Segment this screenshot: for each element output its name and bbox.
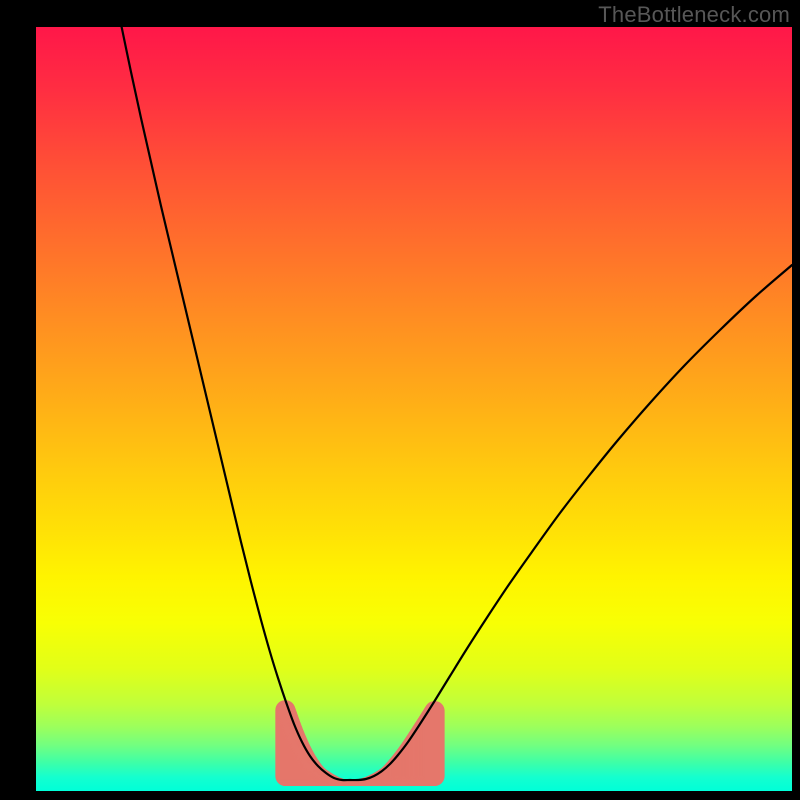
watermark-text: TheBottleneck.com — [598, 2, 790, 28]
bottleneck-chart — [0, 0, 800, 800]
chart-container: { "meta": { "watermark": "TheBottleneck.… — [0, 0, 800, 800]
